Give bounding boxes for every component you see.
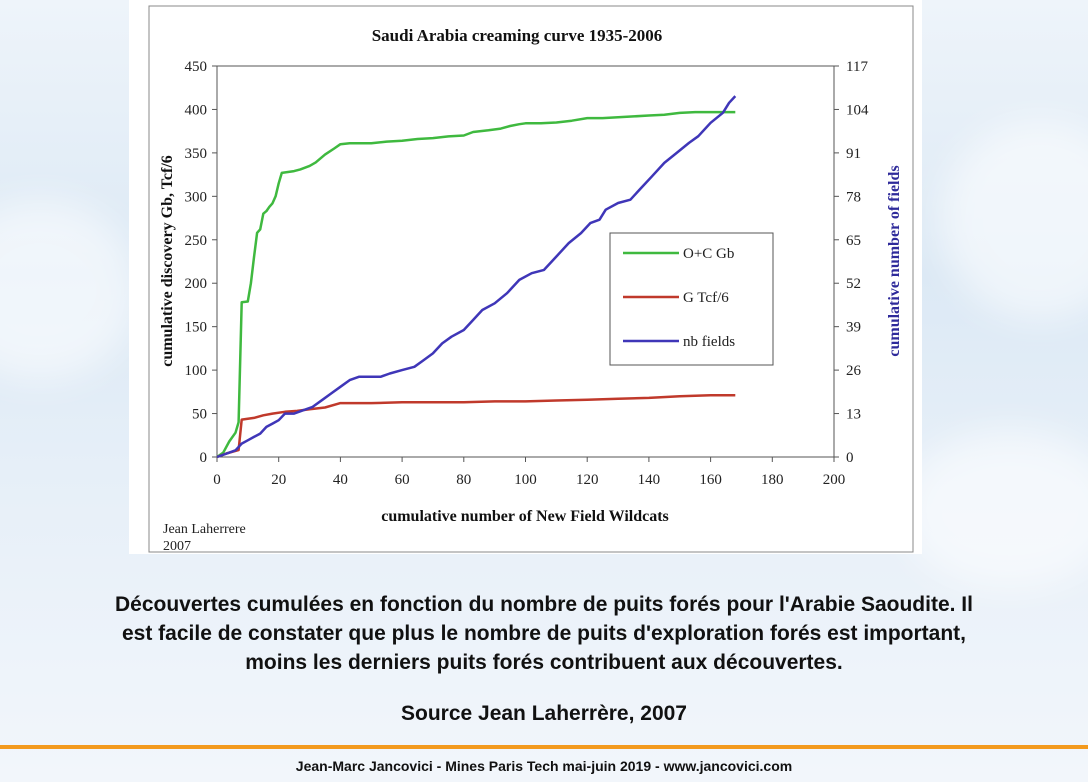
series-line-g-tcf-6	[216, 394, 736, 459]
footer-divider	[0, 745, 1088, 749]
legend-label: nb fields	[683, 334, 735, 350]
x-tick-label: 40	[333, 472, 348, 488]
y-tick-label: 450	[185, 59, 208, 75]
caption-line-1: Découvertes cumulées en fonction du nomb…	[115, 593, 973, 616]
legend: O+C Gb G Tcf/6 nb fields	[609, 232, 774, 366]
footer-text: Jean-Marc Jancovici - Mines Paris Tech m…	[295, 758, 793, 774]
x-tick-label: 60	[395, 472, 410, 488]
series-line-nb-fields	[216, 95, 737, 459]
y-tick-label: 300	[185, 189, 208, 205]
x-tick-label: 160	[699, 472, 722, 488]
y2-axis-label: cumulative number of fields	[886, 165, 903, 356]
author-annotation: Jean Laherrere 2007	[163, 522, 249, 554]
x-tick-label: 80	[456, 472, 471, 488]
x-axis-label: cumulative number of New Field Wildcats	[381, 508, 669, 525]
y2-tick-label: 117	[846, 59, 868, 75]
x-tick-label: 0	[213, 472, 221, 488]
y2-tick-label: 91	[846, 146, 861, 162]
x-tick-label: 140	[638, 472, 661, 488]
figure-border	[148, 5, 914, 553]
series-line-o-c-gb	[216, 110, 736, 459]
series-group	[216, 95, 737, 459]
y2-tick-label: 0	[846, 450, 854, 466]
y-tick-label: 400	[185, 102, 208, 118]
axes: 0 20 40 60 80 100 120 140 160 180 2000501001502002…	[185, 59, 870, 488]
y-tick-label: 350	[185, 146, 208, 162]
legend-label: O+C Gb	[683, 246, 734, 262]
caption-line-3: moins les derniers puits forés contribue…	[245, 651, 843, 674]
y2-tick-label: 78	[846, 189, 861, 205]
y-tick-label: 100	[185, 363, 208, 379]
caption: Découvertes cumulées en fonction du nomb…	[0, 590, 1088, 677]
caption-line-2: est facile de constater que plus le nomb…	[122, 622, 966, 645]
x-tick-label: 20	[271, 472, 286, 488]
y2-tick-label: 13	[846, 407, 861, 423]
y2-tick-label: 65	[846, 233, 861, 249]
y-tick-label: 250	[185, 233, 208, 249]
source-credit: Source Jean Laherrère, 2007	[400, 702, 687, 725]
y-tick-label: 150	[185, 320, 208, 336]
y2-tick-label: 104	[846, 102, 869, 118]
x-tick-label: 120	[576, 472, 599, 488]
legend-label: G Tcf/6	[683, 290, 729, 306]
x-tick-label: 180	[761, 472, 784, 488]
x-tick-label: 100	[514, 472, 537, 488]
y-axis-label: cumulative discovery Gb, Tcf/6	[159, 155, 176, 367]
annotation-line-2: 2007	[163, 539, 191, 554]
y2-tick-label: 52	[846, 276, 861, 292]
x-tick-label: 200	[823, 472, 846, 488]
y2-tick-label: 39	[846, 320, 861, 336]
chart-title: Saudi Arabia creaming curve 1935-2006	[372, 26, 663, 45]
y-tick-label: 50	[192, 407, 207, 423]
y-tick-label: 0	[200, 450, 208, 466]
y-tick-label: 200	[185, 276, 208, 292]
legend-box	[609, 232, 774, 366]
y2-tick-label: 26	[846, 363, 862, 379]
annotation-line-1: Jean Laherrere	[163, 522, 246, 537]
